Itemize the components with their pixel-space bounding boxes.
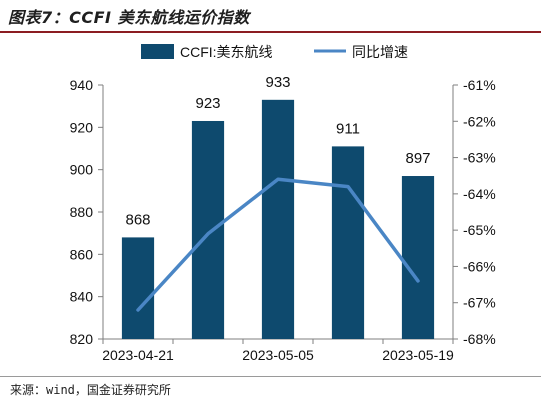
right-axis-tick-label: -68% [463, 331, 496, 347]
right-axis-tick-label: -65% [463, 222, 496, 238]
chart: CCFI:美东航线 同比增速 820 840 860 880 900 920 940 -68%… [70, 44, 496, 363]
bar-data-label: 897 [405, 150, 430, 167]
left-axis-tick-label: 920 [70, 119, 94, 135]
legend-line-label: 同比增速 [352, 44, 408, 60]
chart-title: 图表7：CCFI 美东航线运价指数 [8, 8, 250, 27]
bar [121, 237, 155, 339]
bar [261, 99, 295, 339]
legend-bar-swatch [141, 44, 174, 59]
x-axis-tick-label: 2023-05-05 [242, 347, 314, 363]
left-axis-tick-label: 840 [70, 289, 94, 305]
source-note: 来源：wind，国金证券研究所 [10, 383, 171, 397]
bar-data-label: 923 [195, 95, 220, 112]
bottom-rule [0, 376, 541, 377]
plot-area: 820 840 860 880 900 920 940 -68% -67% -66% -65% -64… [70, 74, 496, 363]
x-axis-tick-label: 2023-04-21 [102, 347, 174, 363]
legend-bar-label: CCFI:美东航线 [180, 44, 273, 60]
bar [191, 120, 225, 339]
left-axis-tick-label: 820 [70, 331, 94, 347]
right-axis-tick-label: -61% [463, 77, 496, 93]
x-axis-tick-label: 2023-05-19 [382, 347, 454, 363]
bar-data-label: 868 [125, 211, 150, 228]
right-axis-tick-label: -66% [463, 258, 496, 274]
right-axis-tick-label: -63% [463, 150, 496, 166]
bar-data-label: 933 [265, 74, 290, 91]
right-axis-tick-label: -62% [463, 113, 496, 129]
right-axis-tick-label: -67% [463, 295, 496, 311]
legend: CCFI:美东航线 同比增速 [141, 44, 408, 60]
bar [331, 146, 365, 339]
left-axis-tick-label: 940 [70, 77, 94, 93]
right-axis-tick-label: -64% [463, 186, 496, 202]
left-axis-tick-label: 860 [70, 246, 94, 262]
left-axis-tick-label: 880 [70, 204, 94, 220]
bar [401, 176, 435, 339]
bar-data-label: 911 [336, 120, 360, 137]
title-rule [0, 31, 541, 33]
left-axis-tick-label: 900 [70, 162, 94, 178]
